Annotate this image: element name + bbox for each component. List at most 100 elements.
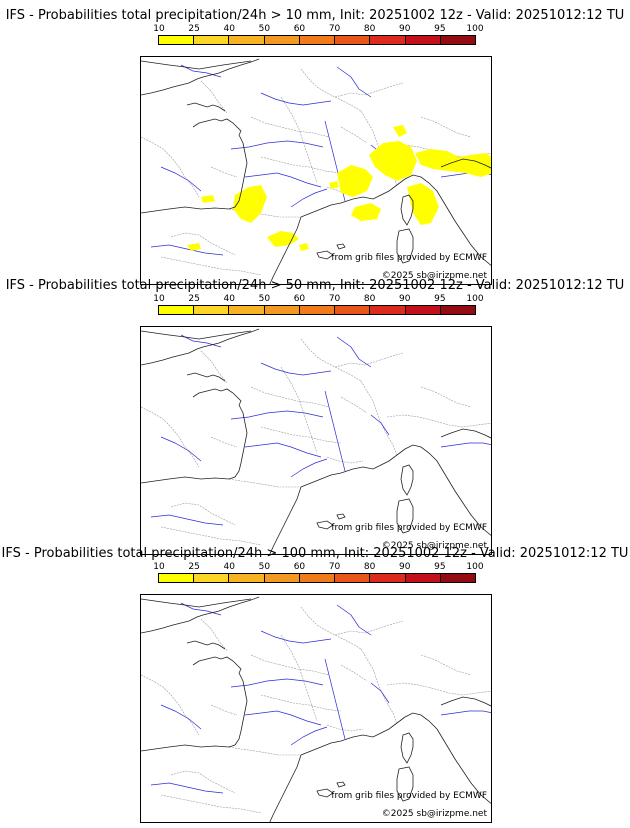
legend-label: 40 [223, 562, 235, 572]
river [230, 678, 324, 688]
legend-swatch [405, 306, 441, 314]
grib-credit: from grib files provided by ECMWF [331, 791, 487, 801]
coastline [228, 134, 248, 210]
coastlines [141, 58, 491, 284]
river [230, 140, 324, 150]
admin-borders [141, 606, 491, 814]
legend-swatch [229, 574, 265, 582]
legend-swatch [229, 306, 265, 314]
forecast-panel-3: IFS - Probabilities total precipitation/… [0, 546, 630, 823]
admin-border [200, 618, 228, 652]
coastline [192, 656, 242, 674]
river [370, 414, 390, 436]
admin-border [200, 350, 228, 384]
legend-label: 100 [466, 562, 484, 572]
admin-border [170, 502, 236, 526]
coastline [396, 712, 491, 804]
legend-swatch [440, 306, 475, 314]
precip-area [299, 243, 309, 251]
copyright-credit: ©2025 sb@irizpme.net [381, 541, 487, 551]
legend-label: 95 [434, 24, 446, 34]
legend-swatch [370, 306, 406, 314]
coastline [141, 328, 260, 366]
map-canvas [141, 58, 491, 284]
admin-border [160, 256, 262, 276]
admin-border [280, 634, 318, 722]
probability-legend: 10 25 40 50 60 70 80 90 95 100 [153, 24, 484, 46]
precip-area [415, 149, 491, 177]
legend-label: 25 [188, 294, 200, 304]
precip-area [201, 195, 215, 203]
legend-colorbar [158, 573, 476, 583]
admin-border [250, 386, 330, 408]
precipitation-map: from grib files provided by ECMWF ©2025 … [140, 326, 492, 555]
legend-label: 80 [363, 294, 376, 304]
legend-label: 25 [188, 562, 200, 572]
admin-border [260, 156, 342, 174]
river [160, 704, 202, 730]
legend-colorbar [158, 305, 476, 315]
admin-border [340, 664, 368, 682]
river [150, 514, 224, 526]
precipitation-map: from grib files provided by ECMWF ©2025 … [140, 594, 492, 823]
coastline [141, 60, 252, 70]
legend-label: 40 [223, 24, 235, 34]
coastline [186, 102, 226, 112]
legend-label: 10 [153, 24, 165, 34]
river [260, 630, 332, 644]
coastline [186, 372, 226, 382]
legend-label: 90 [399, 294, 411, 304]
legend-label: 95 [434, 562, 446, 572]
river [260, 362, 332, 376]
rivers [150, 334, 491, 526]
river [180, 64, 222, 78]
legend-swatch [335, 306, 371, 314]
legend-label: 70 [328, 294, 341, 304]
legend-label: 95 [434, 294, 446, 304]
coastline [228, 404, 248, 480]
coastline [269, 486, 302, 554]
river [260, 92, 332, 106]
river [290, 458, 328, 478]
precip-areas [187, 125, 491, 251]
admin-border [141, 406, 200, 468]
map-canvas [141, 596, 491, 822]
admin-border [210, 436, 238, 448]
legend-label: 60 [293, 24, 306, 34]
coastline [440, 428, 491, 439]
river [160, 436, 202, 462]
river [290, 188, 328, 208]
coastlines [141, 596, 491, 822]
admin-border [228, 746, 301, 756]
legend-label: 70 [328, 24, 341, 34]
coastline [141, 596, 260, 634]
probability-legend: 10 25 40 50 60 70 80 90 95 100 [153, 294, 484, 316]
legend-label: 10 [153, 294, 165, 304]
forecast-panel-2: IFS - Probabilities total precipitation/… [0, 278, 630, 555]
admin-border [228, 478, 301, 488]
admin-border [200, 80, 228, 114]
island [316, 520, 334, 530]
coastline [141, 744, 230, 752]
admin-border [340, 126, 368, 144]
admin-border [141, 674, 200, 736]
admin-border [250, 654, 330, 676]
admin-border [260, 694, 342, 712]
legend-swatch [159, 306, 195, 314]
admin-border [300, 68, 362, 112]
river [244, 172, 322, 188]
precip-area [351, 203, 381, 221]
rivers [150, 602, 491, 794]
coastline [396, 444, 491, 536]
legend-labels: 10 25 40 50 60 70 80 90 95 100 [153, 562, 483, 572]
river [150, 782, 224, 794]
river [244, 710, 322, 726]
admin-border [210, 166, 238, 178]
coastline [228, 672, 248, 748]
admin-border [160, 526, 262, 546]
admin-border [334, 620, 404, 636]
island [336, 243, 346, 250]
legend-colorbar [158, 35, 476, 45]
admin-border [250, 116, 330, 138]
legend-label: 40 [223, 294, 235, 304]
